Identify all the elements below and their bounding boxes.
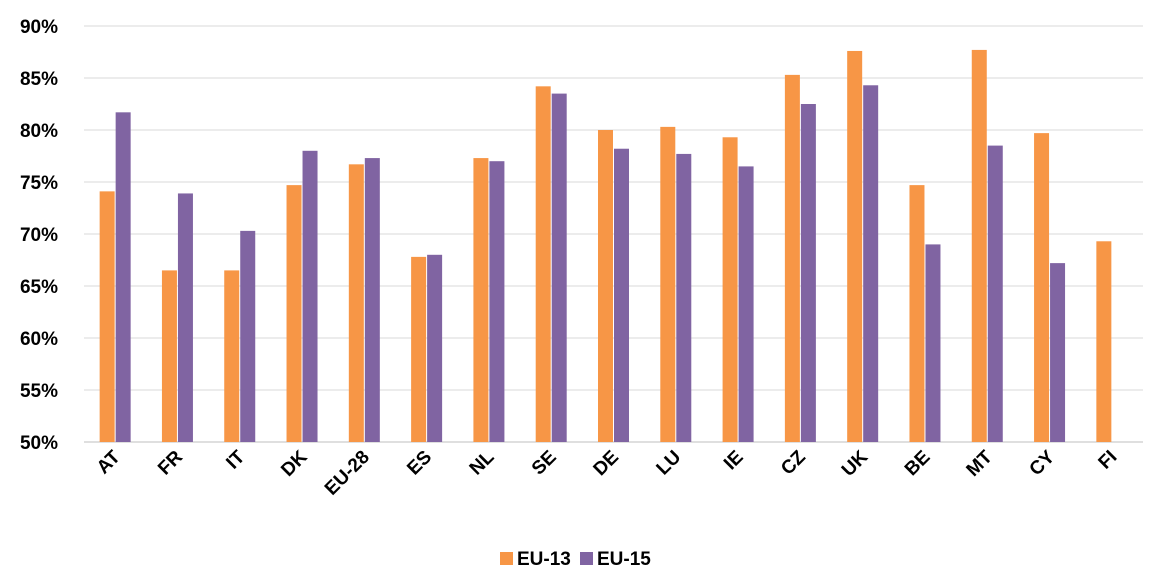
y-tick-label: 75% [20,173,58,194]
bar-eu-13-de [598,130,613,442]
bar-eu-15-cy [1050,263,1066,442]
bar-eu-15-uk [863,85,879,442]
x-tick-label: DE [590,447,624,481]
x-tick-label: BE [901,447,935,481]
legend-swatch-eu-13 [500,552,513,565]
bars [99,49,1112,443]
x-tick-label: MT [963,446,998,481]
bar-eu-15-lu [676,153,692,443]
bar-eu-15-at [115,112,131,442]
bar-eu-15-de [614,148,629,442]
y-tick-label: 90% [20,17,58,38]
y-tick-label: 70% [20,225,58,246]
x-tick-label: AT [93,446,125,478]
bar-eu-13-se [535,86,551,442]
bar-eu-15-es [427,254,443,442]
x-axis-ticks: AT FR IT DK EU-28 ES NL SE DE LU IE CZ UK BE MT CY FI [93,446,1121,499]
y-tick-label: 80% [20,121,58,142]
bar-eu-13-ie [722,137,738,442]
y-axis-ticks: 50% 55% 60% 65% 70% 75% 80% 85% 90% [20,17,58,454]
bar-eu-13-it [224,270,240,442]
x-tick-label: IE [720,447,748,475]
bar-eu-13-at [99,191,115,442]
bar-eu-15-be [925,244,941,442]
x-tick-label: FR [154,446,187,479]
bar-eu-13-cz [784,74,800,442]
bar-eu-13-be [909,185,925,442]
bar-eu-15-nl [489,161,505,442]
bar-eu-15-it [240,230,256,442]
bar-eu-15-ie [738,166,754,442]
x-tick-label: EU-28 [321,447,374,500]
legend-label-eu-15: EU-15 [597,549,651,570]
x-tick-label: FI [1095,447,1122,474]
bar-eu-13-lu [660,126,676,442]
bar-eu-13-eu-28 [348,164,364,442]
y-tick-label: 65% [20,277,58,298]
bar-eu-15-cz [800,104,816,442]
bar-eu-15-eu-28 [364,158,380,442]
x-tick-label: NL [466,446,499,479]
x-tick-label: DK [277,446,311,480]
y-tick-label: 50% [20,433,58,454]
x-tick-label: CZ [777,446,810,479]
gridlines [84,25,1143,443]
x-tick-label: ES [403,447,436,480]
bar-eu-13-cy [1034,133,1050,442]
y-tick-label: 55% [20,381,58,402]
x-tick-label: LU [653,447,686,480]
x-tick-label: SE [528,447,561,480]
y-tick-label: 85% [20,69,58,90]
bar-eu-15-mt [987,145,1003,442]
legend-label-eu-13: EU-13 [517,549,571,570]
legend-swatch-eu-15 [580,552,593,565]
x-tick-label: CY [1026,446,1060,480]
bar-eu-13-fr [161,270,177,442]
legend: EU-13 EU-15 [500,549,651,570]
bar-eu-13-mt [971,49,987,443]
bar-eu-13-uk [847,50,863,443]
bar-eu-13-dk [286,185,302,442]
x-tick-label: IT [222,446,249,473]
bar-eu-15-dk [302,150,318,443]
y-tick-label: 60% [20,329,58,350]
bar-eu-13-fi [1096,241,1112,442]
bar-eu-13-es [411,256,427,442]
x-tick-label: UK [838,446,872,480]
bar-eu-15-se [551,93,567,442]
bar-eu-13-nl [473,158,489,442]
bar-eu-15-fr [177,193,193,442]
